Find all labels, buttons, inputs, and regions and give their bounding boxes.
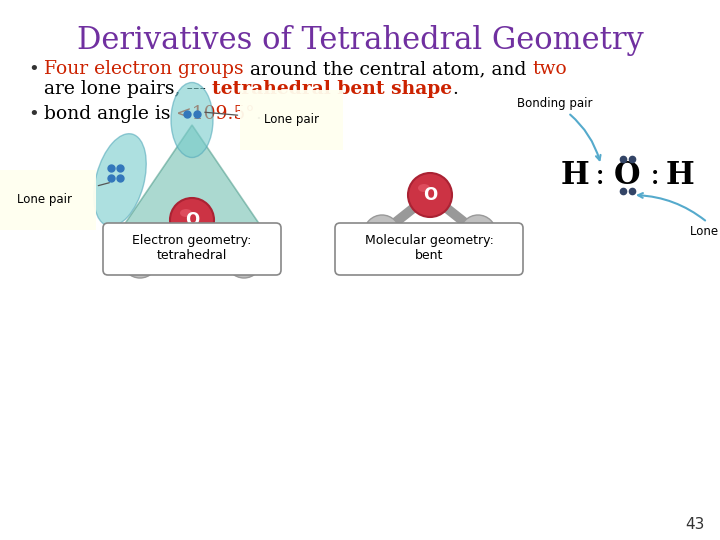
Text: Lone pair: Lone pair xyxy=(17,183,109,206)
Text: Lone pair: Lone pair xyxy=(638,193,720,238)
FancyBboxPatch shape xyxy=(335,223,523,275)
Circle shape xyxy=(122,242,158,278)
Text: <109.5°: <109.5° xyxy=(176,105,255,123)
Text: O: O xyxy=(185,211,199,229)
Polygon shape xyxy=(124,125,260,225)
Text: around the central atom, and: around the central atom, and xyxy=(243,60,532,78)
Ellipse shape xyxy=(132,252,140,258)
Ellipse shape xyxy=(418,184,430,192)
Text: .: . xyxy=(255,105,261,123)
Circle shape xyxy=(408,173,452,217)
Ellipse shape xyxy=(94,134,146,226)
Text: two: two xyxy=(532,60,567,78)
Ellipse shape xyxy=(180,209,192,217)
Text: O: O xyxy=(613,159,640,191)
Text: •: • xyxy=(28,105,39,123)
Text: Four electron groups: Four electron groups xyxy=(44,60,243,78)
Text: H: H xyxy=(472,226,485,240)
Text: .: . xyxy=(452,80,458,98)
Text: Molecular geometry:: Molecular geometry: xyxy=(364,234,493,247)
Text: bond angle is: bond angle is xyxy=(44,105,176,123)
Text: H: H xyxy=(665,159,694,191)
Ellipse shape xyxy=(469,225,479,231)
Text: •: • xyxy=(28,60,39,78)
Ellipse shape xyxy=(171,83,213,158)
Text: Electron geometry:: Electron geometry: xyxy=(132,234,252,247)
Text: bent: bent xyxy=(415,249,444,262)
Ellipse shape xyxy=(235,252,245,258)
Text: tetrahedral: tetrahedral xyxy=(157,249,228,262)
Circle shape xyxy=(226,242,262,278)
FancyBboxPatch shape xyxy=(103,223,281,275)
Text: Lone pair: Lone pair xyxy=(204,112,319,126)
Text: :: : xyxy=(595,159,605,191)
Text: H: H xyxy=(561,159,590,191)
Text: H: H xyxy=(376,226,388,240)
Text: Bonding pair: Bonding pair xyxy=(517,97,600,160)
Text: 43: 43 xyxy=(685,517,705,532)
Ellipse shape xyxy=(374,225,382,231)
Circle shape xyxy=(170,198,214,242)
Circle shape xyxy=(460,215,496,251)
Text: Derivatives of Tetrahedral Geometry: Derivatives of Tetrahedral Geometry xyxy=(76,25,644,56)
Text: tetrahedral bent shape: tetrahedral bent shape xyxy=(212,80,452,98)
Text: O: O xyxy=(423,186,437,204)
Text: :: : xyxy=(650,159,660,191)
Text: H: H xyxy=(134,253,146,267)
Circle shape xyxy=(364,215,400,251)
Text: H: H xyxy=(238,253,251,267)
Text: are lone pairs, ---: are lone pairs, --- xyxy=(44,80,212,98)
